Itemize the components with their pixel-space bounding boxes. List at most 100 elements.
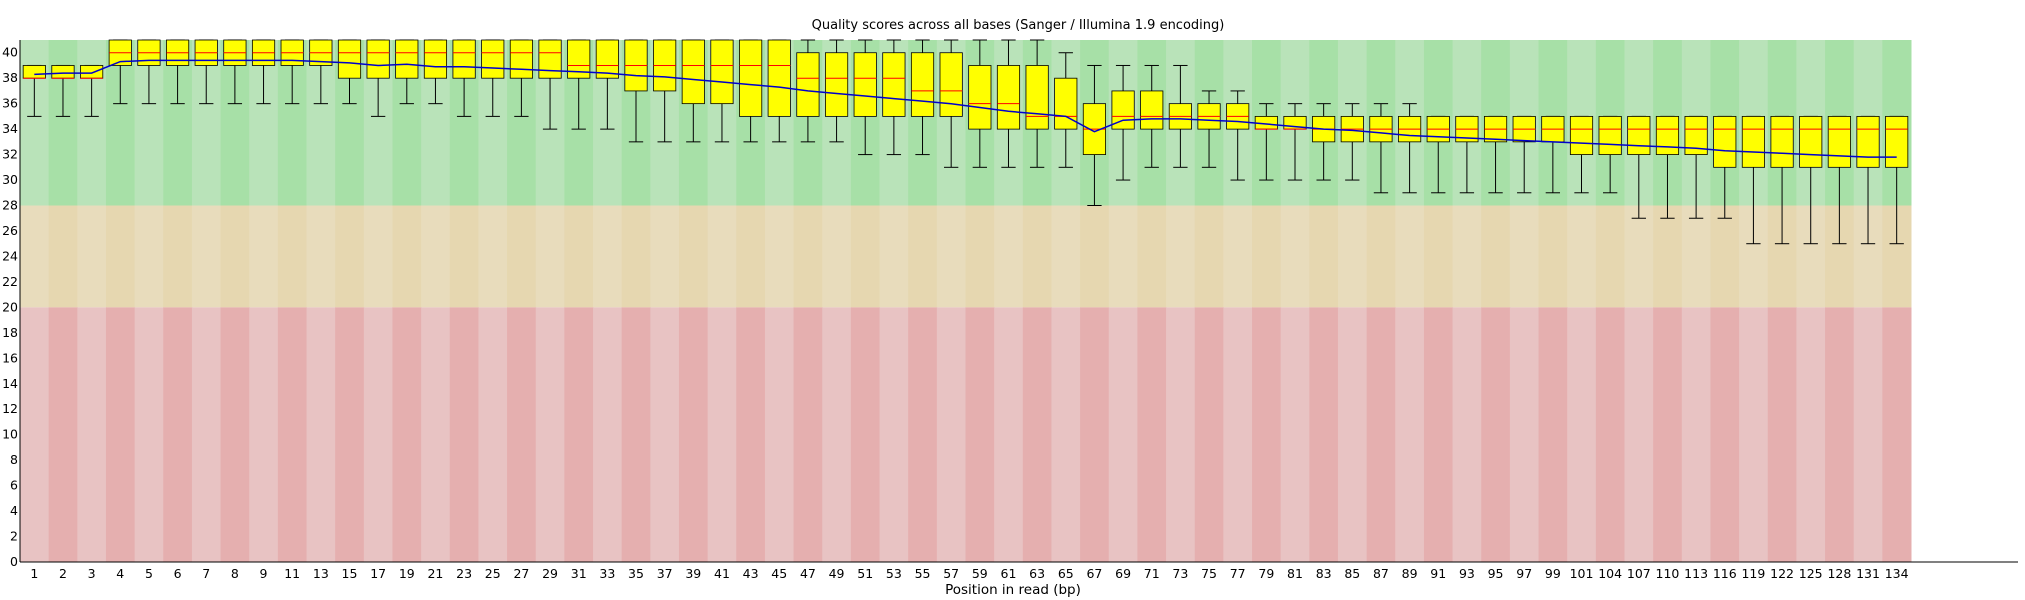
poor-band-stripe [163,307,193,562]
poor-band-stripe [1825,307,1855,562]
x-tick-label: 99 [1545,566,1561,581]
x-tick-label: 43 [743,566,759,581]
reasonable-band-stripe [822,205,852,308]
x-tick-label: 25 [485,566,501,581]
reasonable-band-stripe [277,205,308,308]
reasonable-band-stripe [478,205,508,308]
box-iqr [80,65,104,79]
x-tick-label: 31 [571,566,587,581]
box-iqr [882,52,906,117]
reasonable-band-stripe [421,205,451,308]
poor-band-stripe [994,307,1024,562]
y-tick-label: 16 [2,350,18,365]
poor-band-stripe [249,307,279,562]
x-tick-label: 37 [657,566,673,581]
box-iqr [481,39,505,79]
poor-band-stripe [908,307,938,562]
y-tick-label: 36 [2,96,18,111]
x-axis-ticks: 1 2 3 4 5 6 7 8 9 11 13 15 17 19 21 23 25 27 29 31 33 35 37 39 4… [30,566,1908,581]
x-tick-label: 91 [1430,566,1446,581]
poor-band-stripe [1252,307,1282,562]
reasonable-band-stripe [1252,205,1282,308]
box-iqr [395,39,419,79]
reasonable-band-stripe [1022,205,1052,308]
poor-band-stripe [1194,307,1224,562]
box-iqr [996,65,1021,130]
mean-line [34,59,1897,158]
box-iqr [1054,77,1078,130]
y-tick-label: 20 [2,299,18,314]
poor-band-stripe [707,307,737,562]
box-iqr [939,52,963,117]
x-tick-label: 11 [284,566,300,581]
box-iqr [681,39,705,105]
y-tick-label: 6 [10,478,18,493]
reasonable-band-stripe [850,205,881,308]
reasonable-band-stripe [191,205,222,308]
poor-band-stripe [736,307,766,562]
x-tick-label: 5 [145,566,153,581]
box-iqr [1684,115,1708,155]
reasonable-band-stripe [1166,205,1196,308]
reasonable-band-stripe [1538,205,1568,308]
reasonable-band-stripe [335,205,365,308]
x-tick-label: 110 [1656,566,1680,581]
y-tick-label: 18 [2,325,18,340]
x-tick-label: 2 [59,566,67,581]
reasonable-band-stripe [1309,205,1339,308]
poor-band-stripe [1080,307,1110,562]
box-iqr [1025,65,1049,130]
box-iqr [337,39,362,79]
x-axis-label: Position in read (bp) [945,582,1081,598]
y-tick-label: 38 [2,70,18,85]
reasonable-band-stripe [105,205,136,308]
poor-band-stripe [449,307,479,562]
y-tick-label: 10 [2,427,18,442]
reasonable-band-stripe [1653,205,1683,308]
reasonable-band-stripe [1080,205,1110,308]
x-tick-label: 61 [1001,566,1017,581]
reasonable-band-stripe [48,205,78,308]
box-iqr [1598,115,1622,155]
box-iqr [1713,115,1737,168]
x-tick-label: 81 [1287,566,1303,581]
y-tick-label: 32 [2,147,18,162]
reasonable-band-stripe [1567,205,1597,308]
x-tick-label: 15 [342,566,358,581]
box-iqr [824,52,849,117]
x-tick-label: 55 [915,566,931,581]
poor-band-stripe [535,307,565,562]
reasonable-band-stripe [678,205,709,308]
reasonable-band-stripe [621,205,651,308]
reasonable-band-stripe [163,205,193,308]
x-tick-label: 41 [714,566,730,581]
box-iqr [1799,115,1823,168]
x-tick-label: 53 [886,566,902,581]
reasonable-band-stripe [1366,205,1396,308]
poor-band-stripe [879,307,909,562]
box-iqr [1770,115,1794,168]
poor-band-stripe [965,307,995,562]
x-tick-label: 33 [599,566,615,581]
x-tick-label: 77 [1230,566,1246,581]
reasonable-band-stripe [1452,205,1482,308]
x-tick-label: 13 [313,566,329,581]
x-tick-label: 49 [829,566,845,581]
x-tick-label: 71 [1144,566,1160,581]
reasonable-band-stripe [363,205,393,308]
box-iqr [51,65,75,79]
reasonable-band-stripe [764,205,795,308]
poor-band-stripe [1796,307,1826,562]
reasonable-band-stripe [1194,205,1224,308]
y-tick-label: 0 [10,554,18,569]
reasonable-band-stripe [936,205,966,308]
poor-band-stripe [77,307,107,562]
box-iqr [968,65,992,130]
quality-bands [20,40,1912,562]
x-tick-label: 119 [1741,566,1765,581]
reasonable-band-stripe [1137,205,1167,308]
x-tick-label: 104 [1598,566,1622,581]
poor-band-stripe [564,307,594,562]
y-tick-label: 22 [2,274,18,289]
reasonable-band-stripe [793,205,823,308]
